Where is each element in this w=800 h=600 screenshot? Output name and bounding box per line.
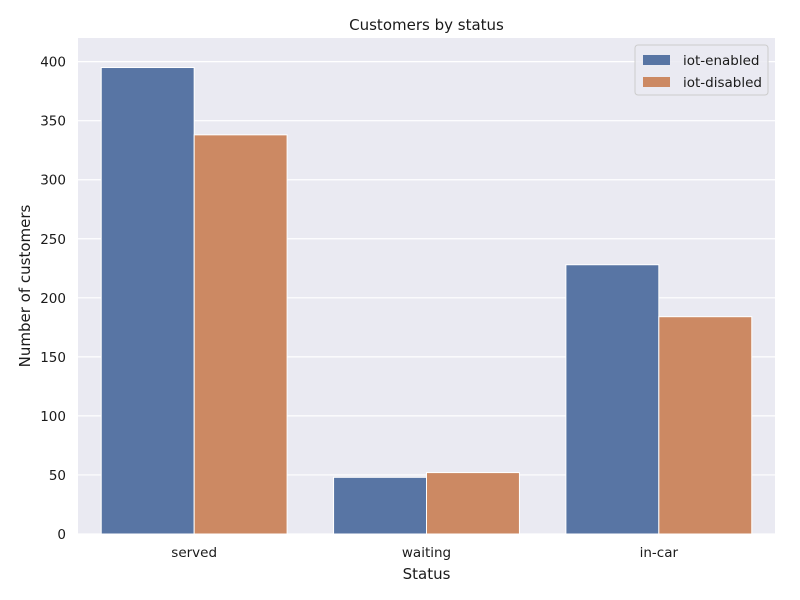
- y-tick-label: 200: [40, 291, 66, 307]
- y-tick-label: 0: [57, 527, 66, 543]
- y-tick-label: 50: [49, 468, 66, 484]
- legend-label-iot-enabled: iot-enabled: [683, 53, 760, 69]
- legend-swatch-iot-disabled: [643, 77, 670, 87]
- bar-iot-disabled-served: [193, 134, 288, 535]
- bar-iot-enabled-served: [100, 67, 195, 535]
- legend: iot-enabled iot-disabled: [634, 44, 769, 96]
- bar-iot-disabled-in-car: [658, 316, 753, 535]
- y-tick-label: 100: [40, 409, 66, 425]
- x-axis-label: Status: [403, 565, 451, 583]
- y-tick-label: 300: [40, 173, 66, 189]
- y-axis-label: Number of customers: [16, 204, 34, 367]
- y-axis-ticks: 0 50 100 150 200 250 300 350 400: [40, 55, 66, 543]
- legend-label-iot-disabled: iot-disabled: [683, 75, 762, 91]
- bar-iot-disabled-waiting: [426, 472, 520, 535]
- bar-iot-enabled-waiting: [333, 476, 428, 535]
- legend-swatch-iot-enabled: [643, 55, 670, 65]
- bars: [100, 67, 753, 535]
- x-tick-label: in-car: [640, 545, 679, 561]
- y-tick-label: 250: [40, 232, 66, 248]
- x-tick-label: served: [171, 545, 217, 561]
- y-tick-label: 400: [40, 55, 66, 71]
- y-tick-label: 150: [40, 350, 66, 366]
- y-tick-label: 350: [40, 114, 66, 130]
- chart-title: Customers by status: [349, 16, 504, 34]
- bar-iot-enabled-in-car: [565, 264, 660, 535]
- x-tick-label: waiting: [402, 545, 451, 561]
- x-axis-ticks: served waiting in-car: [171, 545, 678, 561]
